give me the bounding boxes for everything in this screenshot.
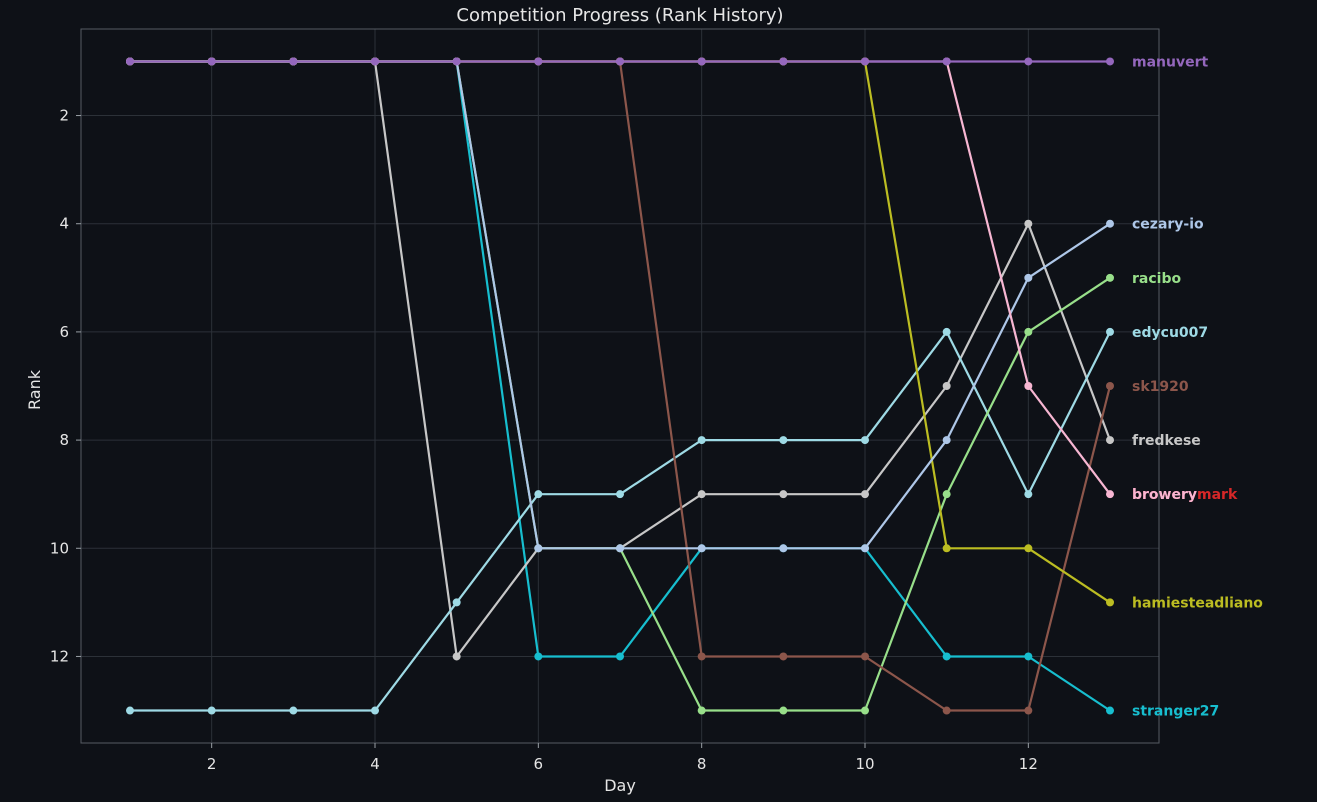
point-cezary-io-day-6 — [534, 544, 543, 553]
end-labels: manuvert cezary-io racibo edycu007 sk1920 fre… — [1132, 54, 1263, 719]
point-racibo-day-10 — [861, 706, 869, 715]
point-edycu007-day-4 — [371, 706, 379, 715]
end-label-hamiesteadliano: hamiesteadliano — [1132, 595, 1263, 611]
point-manuvert-day-3 — [289, 57, 298, 66]
point-hamiesteadliano-day-12 — [1024, 544, 1033, 553]
point-stranger27-day-6 — [534, 652, 543, 661]
point-sk1920-day-10 — [861, 652, 869, 661]
y-tick-label-6: 6 — [59, 323, 69, 341]
x-tick-label-8: 8 — [697, 755, 707, 773]
point-cezary-io-day-11 — [942, 436, 951, 445]
point-hamiesteadliano-day-11 — [942, 544, 951, 553]
end-label-browerymark: browerymark — [1132, 487, 1238, 503]
point-edycu007-day-1 — [126, 706, 134, 715]
y-tick-label-8: 8 — [59, 431, 69, 449]
y-tick-label-2: 2 — [59, 107, 69, 125]
end-label-manuvert: manuvert — [1132, 54, 1208, 70]
series-edycu007 — [126, 327, 1114, 715]
end-label-fredkese: fredkese — [1132, 433, 1201, 449]
x-tick-label-12: 12 — [1019, 755, 1038, 773]
point-stranger27-day-11 — [942, 652, 951, 661]
point-fredkese-day-13 — [1106, 436, 1114, 445]
end-label-browery: browery — [1132, 487, 1197, 503]
point-racibo-day-13 — [1106, 273, 1114, 282]
y-tick-label-10: 10 — [50, 539, 69, 557]
x-axis-label: Day — [604, 776, 636, 795]
series-lines — [126, 57, 1114, 715]
point-manuvert-day-9 — [779, 57, 788, 66]
point-manuvert-day-10 — [861, 57, 869, 66]
end-label-racibo: racibo — [1132, 271, 1181, 287]
x-tick-label-10: 10 — [855, 755, 874, 773]
point-fredkese-day-12 — [1024, 219, 1033, 228]
point-manuvert-day-7 — [616, 57, 624, 66]
point-cezary-io-day-10 — [861, 544, 869, 553]
point-stranger27-day-12 — [1024, 652, 1033, 661]
point-edycu007-day-2 — [207, 706, 216, 715]
y-axis-label: Rank — [25, 369, 44, 410]
x-tick-label-2: 2 — [207, 755, 217, 773]
plot-frame — [80, 28, 1160, 744]
point-manuvert-day-5 — [452, 57, 461, 66]
point-edycu007-day-5 — [452, 598, 461, 607]
point-sk1920-day-9 — [779, 652, 788, 661]
point-browery-day-12 — [1024, 382, 1033, 390]
point-fredkese-day-8 — [697, 490, 706, 499]
point-manuvert-day-12 — [1024, 57, 1033, 66]
point-racibo-day-8 — [697, 706, 706, 715]
point-edycu007-day-6 — [534, 490, 543, 499]
point-cezary-io-day-8 — [697, 544, 706, 553]
point-racibo-day-11 — [942, 490, 951, 499]
point-edycu007-day-8 — [697, 436, 706, 445]
end-label-sk1920: sk1920 — [1132, 379, 1189, 395]
point-cezary-io-day-7 — [616, 544, 624, 553]
series-manuvert — [126, 57, 1114, 66]
point-manuvert-day-11 — [942, 57, 951, 66]
end-label-stranger27: stranger27 — [1132, 704, 1219, 720]
point-stranger27-day-7 — [616, 652, 624, 661]
chart-title: Competition Progress (Rank History) — [456, 5, 783, 26]
point-manuvert-day-4 — [371, 57, 379, 66]
point-browery-day-13 — [1106, 490, 1114, 499]
point-racibo-day-9 — [779, 706, 788, 715]
point-edycu007-day-12 — [1024, 490, 1033, 499]
end-label-cezary-io: cezary-io — [1132, 217, 1204, 233]
point-manuvert-day-8 — [697, 57, 706, 66]
point-edycu007-day-3 — [289, 706, 298, 715]
point-manuvert-day-2 — [207, 57, 216, 66]
y-tick-label-12: 12 — [50, 647, 69, 665]
point-stranger27-day-13 — [1106, 706, 1114, 715]
point-edycu007-day-13 — [1106, 327, 1114, 336]
point-edycu007-day-9 — [779, 436, 788, 445]
point-cezary-io-day-12 — [1024, 273, 1033, 282]
point-manuvert-day-1 — [126, 57, 134, 66]
point-hamiesteadliano-day-13 — [1106, 598, 1114, 607]
point-sk1920-day-12 — [1024, 706, 1033, 715]
point-fredkese-day-10 — [861, 490, 869, 499]
point-edycu007-day-7 — [616, 490, 624, 499]
axis-ticks: 2 4 6 8 10 12 2 4 6 8 10 12 — [50, 107, 1038, 773]
point-sk1920-day-8 — [697, 652, 706, 661]
point-edycu007-day-10 — [861, 436, 869, 445]
point-fredkese-day-5 — [452, 652, 461, 661]
point-cezary-io-day-9 — [779, 544, 788, 553]
point-cezary-io-day-13 — [1106, 219, 1114, 228]
point-fredkese-day-9 — [779, 490, 788, 499]
point-racibo-day-12 — [1024, 327, 1033, 336]
y-tick-label-4: 4 — [59, 215, 69, 233]
point-manuvert-day-6 — [534, 57, 543, 66]
x-tick-label-4: 4 — [370, 755, 380, 773]
point-sk1920-day-13 — [1106, 382, 1114, 390]
point-fredkese-day-11 — [942, 382, 951, 390]
x-tick-label-6: 6 — [534, 755, 544, 773]
point-edycu007-day-11 — [942, 327, 951, 336]
point-sk1920-day-11 — [942, 706, 951, 715]
end-label-edycu007: edycu007 — [1132, 325, 1208, 341]
point-manuvert-day-13 — [1106, 57, 1114, 66]
